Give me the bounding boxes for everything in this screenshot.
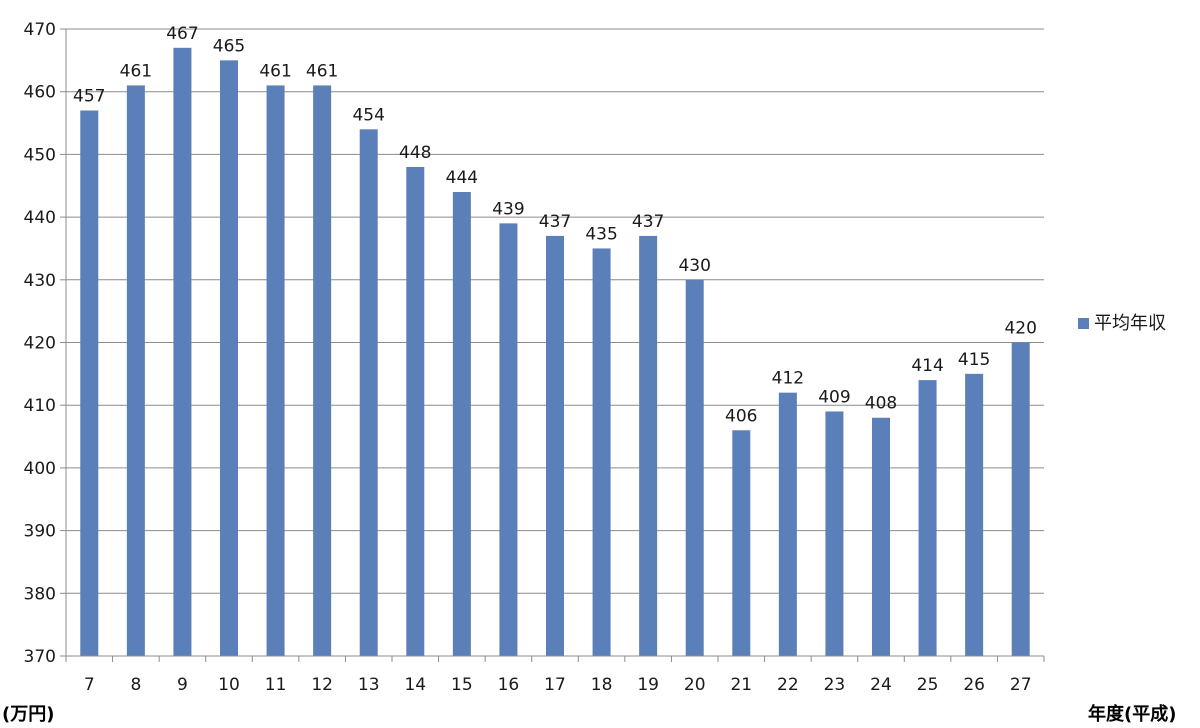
x-tick-label: 18 — [591, 675, 613, 695]
x-axis-label: 年度(平成) — [1088, 703, 1176, 725]
bar — [918, 380, 937, 656]
x-tick-label: 25 — [917, 675, 939, 695]
y-tick-label: 410 — [24, 396, 56, 416]
data-label: 435 — [585, 224, 617, 244]
bar — [639, 235, 658, 656]
y-tick-label: 450 — [24, 145, 56, 165]
x-tick-label: 14 — [404, 675, 426, 695]
y-axis-unit-label: (万円) — [2, 704, 54, 725]
x-tick-label: 12 — [311, 675, 333, 695]
y-tick-label: 400 — [24, 459, 56, 479]
y-tick-label: 420 — [24, 334, 56, 354]
data-label: 439 — [492, 199, 524, 219]
data-label: 465 — [213, 36, 245, 56]
y-axis-ticks: 370 380 390 400 410 420 430 440 450 460 470 — [24, 20, 56, 667]
data-label: 412 — [772, 369, 804, 389]
y-tick-label: 430 — [24, 271, 56, 291]
x-axis-ticks: 7 8 9 10 11 12 13 14 15 16 17 18 19 20 21 22 23 24 25 26 27 — [65, 656, 1045, 695]
x-tick-label: 9 — [177, 675, 188, 695]
legend-label: 平均年収 — [1094, 313, 1166, 334]
data-label: 409 — [818, 387, 850, 407]
data-label: 454 — [352, 105, 384, 125]
bar — [499, 223, 518, 656]
data-labels: 457 461 467 465 461 461 454 448 444 439 437 435 437 4… — [73, 24, 1037, 426]
data-label: 448 — [399, 143, 431, 163]
bar — [452, 192, 471, 656]
x-tick-label: 10 — [218, 675, 240, 695]
bar — [778, 392, 797, 656]
data-label: 406 — [725, 406, 757, 426]
bars — [80, 47, 1030, 657]
x-tick-label: 20 — [684, 675, 706, 695]
y-tick-label: 380 — [24, 584, 56, 604]
legend-swatch — [1078, 318, 1089, 329]
data-label: 461 — [120, 61, 152, 81]
x-tick-label: 24 — [870, 675, 892, 695]
x-tick-label: 15 — [451, 675, 473, 695]
y-tick-label: 390 — [24, 522, 56, 542]
x-tick-label: 26 — [963, 675, 985, 695]
bar — [1011, 342, 1030, 656]
data-label: 461 — [306, 61, 338, 81]
x-tick-label: 27 — [1010, 675, 1032, 695]
data-label: 437 — [539, 212, 571, 232]
bar — [266, 85, 285, 657]
bar — [80, 110, 99, 656]
x-tick-label: 22 — [777, 675, 799, 695]
bar — [220, 60, 238, 657]
bar — [359, 129, 378, 656]
x-tick-label: 11 — [265, 675, 287, 695]
x-tick-label: 8 — [130, 675, 141, 695]
bar — [406, 166, 425, 656]
x-tick-label: 16 — [498, 675, 520, 695]
x-tick-label: 17 — [544, 675, 566, 695]
x-tick-label: 23 — [824, 675, 846, 695]
bar — [313, 85, 332, 657]
data-label: 430 — [678, 256, 710, 276]
data-label: 467 — [166, 24, 198, 44]
bar — [872, 417, 890, 656]
bar — [592, 248, 611, 656]
data-label: 415 — [958, 350, 990, 370]
data-label: 420 — [1004, 319, 1036, 339]
data-label: 437 — [632, 212, 664, 232]
bar — [965, 373, 984, 656]
y-tick-label: 370 — [24, 647, 56, 667]
x-tick-label: 21 — [730, 675, 752, 695]
bar — [546, 235, 564, 656]
data-label: 414 — [911, 356, 943, 376]
x-tick-label: 19 — [637, 675, 659, 695]
legend: 平均年収 — [1078, 313, 1166, 334]
x-tick-label: 13 — [358, 675, 380, 695]
data-label: 461 — [259, 61, 291, 81]
x-tick-label: 7 — [84, 675, 95, 695]
data-label: 408 — [865, 394, 897, 414]
bar — [126, 85, 145, 657]
bar — [173, 47, 192, 657]
data-label: 457 — [73, 87, 105, 107]
data-label: 444 — [446, 168, 478, 188]
y-tick-label: 470 — [24, 20, 56, 40]
bar — [685, 279, 704, 656]
y-tick-label: 460 — [24, 83, 56, 103]
y-tick-label: 440 — [24, 208, 56, 228]
bar — [732, 430, 751, 656]
bar — [825, 411, 844, 656]
